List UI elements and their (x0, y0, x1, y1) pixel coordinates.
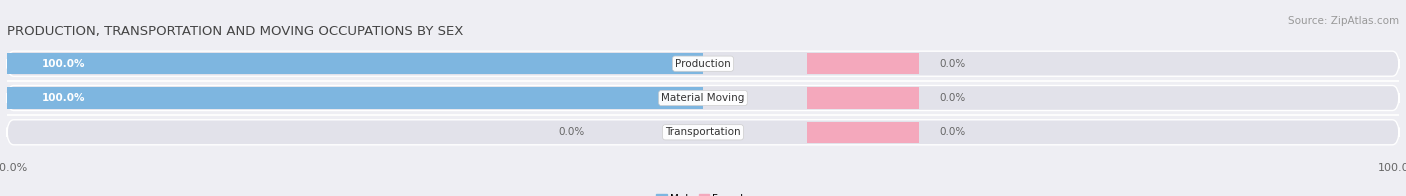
Text: Source: ZipAtlas.com: Source: ZipAtlas.com (1288, 16, 1399, 26)
Bar (7, 87, 703, 109)
Text: 0.0%: 0.0% (939, 59, 966, 69)
Text: Material Moving: Material Moving (661, 93, 745, 103)
Bar (7, 53, 703, 74)
Text: Production: Production (675, 59, 731, 69)
Legend: Male, Female: Male, Female (652, 190, 754, 196)
Text: 0.0%: 0.0% (558, 127, 585, 137)
Text: 0.0%: 0.0% (939, 127, 966, 137)
FancyBboxPatch shape (7, 51, 1399, 76)
FancyBboxPatch shape (7, 120, 1399, 145)
Bar (807, 87, 918, 109)
FancyBboxPatch shape (7, 85, 1399, 111)
Text: PRODUCTION, TRANSPORTATION AND MOVING OCCUPATIONS BY SEX: PRODUCTION, TRANSPORTATION AND MOVING OC… (7, 25, 464, 38)
Text: 0.0%: 0.0% (939, 93, 966, 103)
Text: 100.0%: 100.0% (42, 93, 86, 103)
Bar (807, 122, 918, 143)
Text: 100.0%: 100.0% (42, 59, 86, 69)
Bar (807, 53, 918, 74)
Text: Transportation: Transportation (665, 127, 741, 137)
